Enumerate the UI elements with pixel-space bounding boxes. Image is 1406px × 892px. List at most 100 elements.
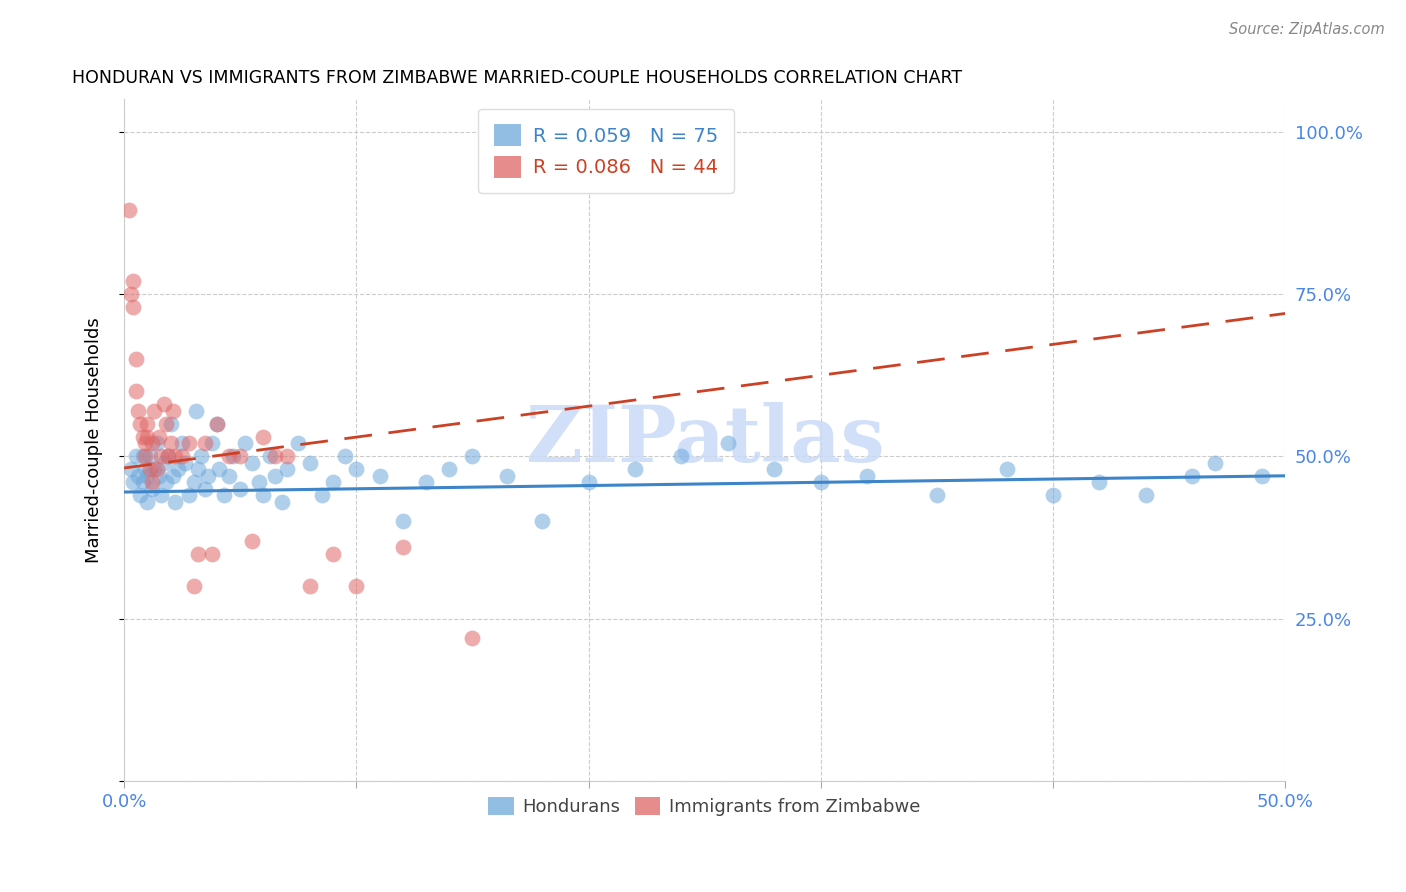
Point bbox=[132, 475, 155, 490]
Point bbox=[157, 450, 180, 464]
Point bbox=[461, 631, 484, 645]
Point bbox=[172, 436, 194, 450]
Point bbox=[165, 495, 187, 509]
Point bbox=[1042, 488, 1064, 502]
Point bbox=[173, 456, 195, 470]
Text: HONDURAN VS IMMIGRANTS FROM ZIMBABWE MARRIED-COUPLE HOUSEHOLDS CORRELATION CHART: HONDURAN VS IMMIGRANTS FROM ZIMBABWE MAR… bbox=[72, 69, 962, 87]
Point bbox=[122, 300, 145, 314]
Point bbox=[264, 450, 287, 464]
Point bbox=[136, 468, 159, 483]
Point bbox=[578, 475, 600, 490]
Point bbox=[157, 450, 180, 464]
Point bbox=[252, 488, 274, 502]
Point bbox=[143, 462, 166, 476]
Point bbox=[179, 436, 201, 450]
Point bbox=[1181, 468, 1204, 483]
Point bbox=[166, 462, 188, 476]
Point bbox=[271, 495, 294, 509]
Point bbox=[118, 202, 141, 217]
Point bbox=[205, 417, 228, 431]
Point bbox=[127, 404, 149, 418]
Point bbox=[162, 468, 184, 483]
Point bbox=[155, 417, 177, 431]
Point bbox=[145, 436, 167, 450]
Point bbox=[141, 482, 163, 496]
Point bbox=[197, 468, 219, 483]
Point bbox=[155, 475, 177, 490]
Point bbox=[125, 384, 148, 399]
Point bbox=[717, 436, 740, 450]
Text: Source: ZipAtlas.com: Source: ZipAtlas.com bbox=[1229, 22, 1385, 37]
Legend: Hondurans, Immigrants from Zimbabwe: Hondurans, Immigrants from Zimbabwe bbox=[481, 789, 928, 823]
Point bbox=[925, 488, 948, 502]
Point bbox=[415, 475, 437, 490]
Point bbox=[132, 450, 155, 464]
Point bbox=[143, 404, 166, 418]
Point bbox=[298, 456, 321, 470]
Point bbox=[276, 462, 298, 476]
Point bbox=[172, 450, 194, 464]
Point bbox=[671, 450, 693, 464]
Point bbox=[141, 475, 163, 490]
Point bbox=[122, 475, 145, 490]
Point bbox=[391, 540, 413, 554]
Point bbox=[201, 436, 224, 450]
Point bbox=[190, 450, 212, 464]
Point bbox=[134, 436, 156, 450]
Point bbox=[1205, 456, 1227, 470]
Point bbox=[763, 462, 786, 476]
Point bbox=[201, 547, 224, 561]
Point bbox=[322, 547, 344, 561]
Point bbox=[810, 475, 832, 490]
Point bbox=[129, 417, 152, 431]
Point bbox=[138, 450, 160, 464]
Point bbox=[141, 436, 163, 450]
Point bbox=[344, 462, 367, 476]
Point bbox=[229, 482, 252, 496]
Point bbox=[205, 417, 228, 431]
Point bbox=[127, 468, 149, 483]
Point bbox=[624, 462, 647, 476]
Point bbox=[150, 450, 173, 464]
Point bbox=[125, 450, 148, 464]
Point bbox=[136, 417, 159, 431]
Point bbox=[333, 450, 356, 464]
Point bbox=[229, 450, 252, 464]
Point bbox=[122, 274, 145, 288]
Point bbox=[259, 450, 281, 464]
Point bbox=[856, 468, 879, 483]
Point bbox=[125, 351, 148, 366]
Y-axis label: Married-couple Households: Married-couple Households bbox=[86, 318, 103, 563]
Point bbox=[1251, 468, 1274, 483]
Point bbox=[298, 579, 321, 593]
Point bbox=[247, 475, 270, 490]
Point bbox=[212, 488, 235, 502]
Point bbox=[162, 404, 184, 418]
Point bbox=[148, 468, 170, 483]
Point bbox=[461, 450, 484, 464]
Point bbox=[264, 468, 287, 483]
Point bbox=[179, 488, 201, 502]
Point bbox=[233, 436, 256, 450]
Point bbox=[391, 514, 413, 528]
Point bbox=[184, 404, 207, 418]
Point bbox=[132, 430, 155, 444]
Point bbox=[194, 436, 217, 450]
Point bbox=[138, 462, 160, 476]
Point bbox=[240, 533, 263, 548]
Point bbox=[152, 397, 174, 411]
Point bbox=[150, 488, 173, 502]
Point bbox=[120, 287, 142, 301]
Point bbox=[1088, 475, 1111, 490]
Point bbox=[145, 462, 167, 476]
Point bbox=[322, 475, 344, 490]
Point bbox=[222, 450, 245, 464]
Point bbox=[152, 456, 174, 470]
Point bbox=[439, 462, 461, 476]
Point bbox=[187, 547, 209, 561]
Text: ZIPatlas: ZIPatlas bbox=[524, 402, 884, 478]
Point bbox=[183, 475, 205, 490]
Point bbox=[240, 456, 263, 470]
Point bbox=[136, 495, 159, 509]
Point bbox=[276, 450, 298, 464]
